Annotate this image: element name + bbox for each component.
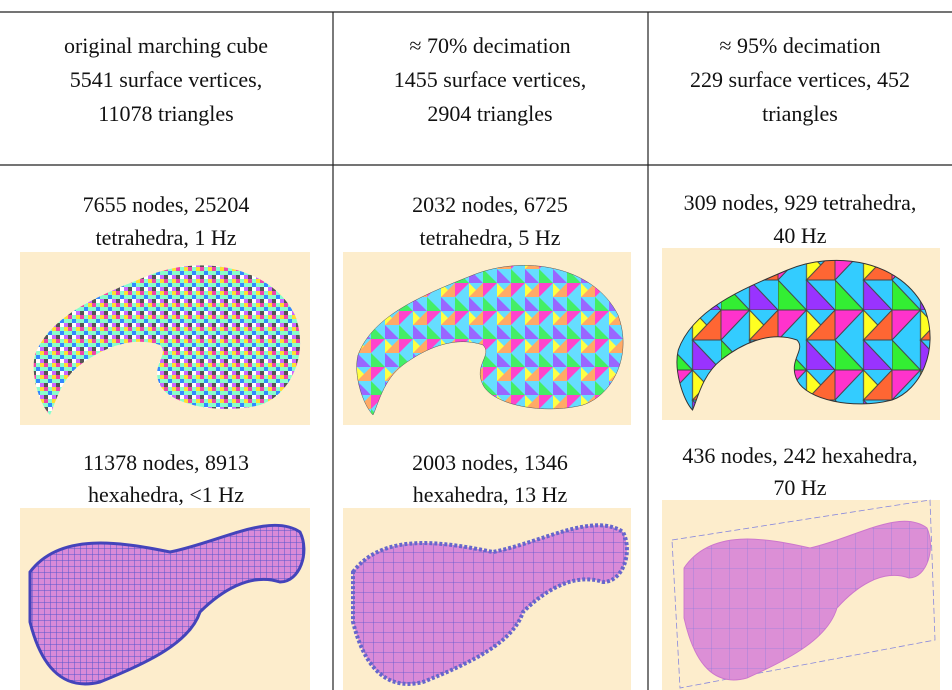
header-text: ≈ 95% decimation [719,33,880,58]
header-text: 5541 surface vertices, [70,67,262,92]
cell-text: 7655 nodes, 25204 [83,192,250,217]
header-text: ≈ 70% decimation [409,33,570,58]
image-tetra-95 [662,248,940,420]
cell-text: 40 Hz [773,223,826,248]
cell-text: 70 Hz [773,475,826,500]
image-hexa-70 [343,508,631,690]
cell-text: tetrahedra, 5 Hz [419,225,560,250]
cell-text: hexahedra, 13 Hz [413,482,568,507]
header-text: 11078 triangles [98,101,233,126]
image-tetra-original [20,252,310,425]
cell-text: 11378 nodes, 8913 [83,450,249,475]
cell-text: 436 nodes, 242 hexahedra, [682,443,917,468]
header-text: 229 surface vertices, 452 [690,67,910,92]
image-hexa-original [20,508,310,690]
header-text: original marching cube [64,33,268,58]
cell-text: 2003 nodes, 1346 [412,450,568,475]
header-text: 2904 triangles [427,101,552,126]
cell-text: hexahedra, <1 Hz [88,482,244,507]
cell-text: tetrahedra, 1 Hz [95,225,236,250]
header-text: 1455 surface vertices, [394,67,586,92]
cell-text: 309 nodes, 929 tetrahedra, [684,190,917,215]
header-text: triangles [762,101,838,126]
cell-text: 2032 nodes, 6725 [412,192,568,217]
image-tetra-70 [343,252,631,425]
image-hexa-95 [662,499,940,690]
